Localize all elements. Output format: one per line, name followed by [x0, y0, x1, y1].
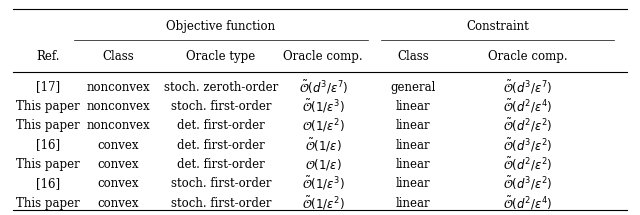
Text: $\tilde{\mathcal{O}}(1/\epsilon^3)$: $\tilde{\mathcal{O}}(1/\epsilon^3)$: [302, 175, 344, 192]
Text: This paper: This paper: [16, 158, 80, 171]
Text: convex: convex: [98, 197, 139, 210]
Text: Ref.: Ref.: [36, 51, 60, 63]
Text: stoch. first-order: stoch. first-order: [170, 177, 271, 190]
Text: convex: convex: [98, 139, 139, 152]
Text: convex: convex: [98, 177, 139, 190]
Text: nonconvex: nonconvex: [86, 81, 150, 94]
Text: convex: convex: [98, 158, 139, 171]
Text: $\tilde{\mathcal{O}}(d^3/\epsilon^2)$: $\tilde{\mathcal{O}}(d^3/\epsilon^2)$: [503, 137, 553, 154]
Text: general: general: [390, 81, 435, 94]
Text: Class: Class: [102, 51, 134, 63]
Text: $\tilde{\mathcal{O}}(1/\epsilon)$: $\tilde{\mathcal{O}}(1/\epsilon)$: [305, 137, 342, 154]
Text: This paper: This paper: [16, 100, 80, 113]
Text: linear: linear: [396, 177, 430, 190]
Text: $\tilde{\mathcal{O}}(d^2/\epsilon^4)$: $\tilde{\mathcal{O}}(d^2/\epsilon^4)$: [503, 98, 553, 115]
Text: linear: linear: [396, 119, 430, 132]
Text: nonconvex: nonconvex: [86, 119, 150, 132]
Text: This paper: This paper: [16, 119, 80, 132]
Text: det. first-order: det. first-order: [177, 119, 265, 132]
Text: $\tilde{\mathcal{O}}(d^3/\epsilon^2)$: $\tilde{\mathcal{O}}(d^3/\epsilon^2)$: [503, 175, 553, 192]
Text: Objective function: Objective function: [166, 20, 275, 33]
Text: stoch. first-order: stoch. first-order: [170, 100, 271, 113]
Text: [16]: [16]: [36, 177, 60, 190]
Text: $\tilde{\mathcal{O}}(d^3/\epsilon^7)$: $\tilde{\mathcal{O}}(d^3/\epsilon^7)$: [503, 78, 553, 96]
Text: det. first-order: det. first-order: [177, 139, 265, 152]
Text: [16]: [16]: [36, 139, 60, 152]
Text: $\tilde{\mathcal{O}}(1/\epsilon^3)$: $\tilde{\mathcal{O}}(1/\epsilon^3)$: [302, 98, 344, 115]
Text: linear: linear: [396, 100, 430, 113]
Text: $\tilde{\mathcal{O}}(1/\epsilon^2)$: $\tilde{\mathcal{O}}(1/\epsilon^2)$: [302, 195, 344, 212]
Text: linear: linear: [396, 158, 430, 171]
Text: linear: linear: [396, 197, 430, 210]
Text: Oracle comp.: Oracle comp.: [284, 51, 363, 63]
Text: linear: linear: [396, 139, 430, 152]
Text: nonconvex: nonconvex: [86, 100, 150, 113]
Text: $\mathcal{O}(1/\epsilon)$: $\mathcal{O}(1/\epsilon)$: [305, 157, 342, 172]
Text: This paper: This paper: [16, 197, 80, 210]
Text: det. first-order: det. first-order: [177, 158, 265, 171]
Text: $\tilde{\mathcal{O}}(d^2/\epsilon^2)$: $\tilde{\mathcal{O}}(d^2/\epsilon^2)$: [503, 117, 553, 134]
Text: Oracle comp.: Oracle comp.: [488, 51, 568, 63]
Text: $\tilde{\mathcal{O}}(d^2/\epsilon^4)$: $\tilde{\mathcal{O}}(d^2/\epsilon^4)$: [503, 195, 553, 212]
Text: [17]: [17]: [36, 81, 60, 94]
Text: stoch. zeroth-order: stoch. zeroth-order: [164, 81, 278, 94]
Text: stoch. first-order: stoch. first-order: [170, 197, 271, 210]
Text: Oracle type: Oracle type: [186, 51, 255, 63]
Text: $\tilde{\mathcal{O}}(d^3/\epsilon^7)$: $\tilde{\mathcal{O}}(d^3/\epsilon^7)$: [298, 78, 348, 96]
Text: Class: Class: [397, 51, 429, 63]
Text: $\tilde{\mathcal{O}}(d^2/\epsilon^2)$: $\tilde{\mathcal{O}}(d^2/\epsilon^2)$: [503, 156, 553, 173]
Text: Constraint: Constraint: [466, 20, 529, 33]
Text: $\mathcal{O}(1/\epsilon^2)$: $\mathcal{O}(1/\epsilon^2)$: [302, 117, 344, 135]
